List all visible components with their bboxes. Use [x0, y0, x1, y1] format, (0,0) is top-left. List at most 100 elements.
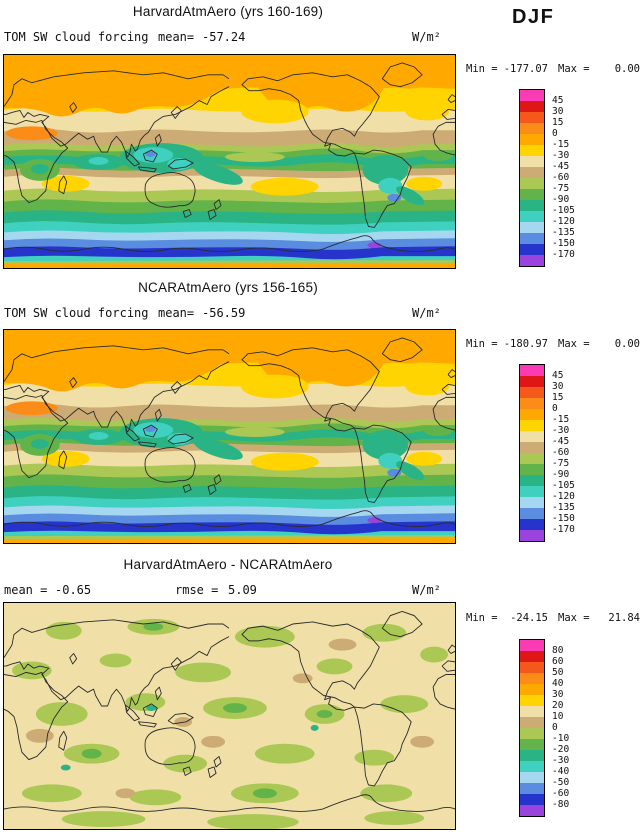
- colorbar-tick-label: -30: [552, 150, 570, 161]
- colorbar-segment: [520, 145, 544, 156]
- colorbar-tick-label: 0: [552, 128, 558, 139]
- colorbar-segment: [520, 717, 544, 728]
- colorbar-swatches: [519, 89, 545, 267]
- rmse-value: 5.09: [228, 583, 257, 597]
- colorbar-segment: [520, 244, 544, 255]
- colorbar-tick-label: -150: [552, 238, 575, 249]
- colorbar-tick-label: -105: [552, 480, 575, 491]
- colorbar-segment: [520, 728, 544, 739]
- min-label: Min =: [466, 63, 498, 75]
- mean-value: -56.59: [202, 306, 246, 320]
- colorbar-harvard: 45 30 15 0 -15 -30 -45 -60 -75 -90 -105 -120 -135 -15…: [519, 89, 603, 267]
- colorbar-tick-label: -30: [552, 425, 570, 436]
- colorbar-segment: [520, 673, 544, 684]
- colorbar-segment: [520, 530, 544, 541]
- field-label: TOM SW cloud forcing: [4, 30, 149, 44]
- colorbar-tick-label: -150: [552, 513, 575, 524]
- colorbar-segment: [520, 706, 544, 717]
- colorbar-segment: [520, 464, 544, 475]
- colorbar-tick-label: -105: [552, 205, 575, 216]
- colorbar-segment: [520, 761, 544, 772]
- colorbar-segment: [520, 387, 544, 398]
- colorbar-segment: [520, 409, 544, 420]
- min-label: Min =: [466, 612, 498, 624]
- minmax-row-harvard: Min = -177.07 Max = 0.00: [466, 63, 644, 77]
- colorbar-segment: [520, 167, 544, 178]
- colorbar-tick-label: -60: [552, 447, 570, 458]
- map-contour-art: [4, 330, 455, 543]
- colorbar-tick-label: 80: [552, 645, 564, 656]
- panel-title-harvard: HarvardAtmAero (yrs 160-169): [132, 4, 324, 19]
- colorbar-segment: [520, 420, 544, 431]
- map-difference: [3, 602, 456, 830]
- colorbar-swatches: [519, 364, 545, 542]
- max-value: 21.84: [608, 612, 640, 624]
- colorbar-tick-label: 10: [552, 711, 564, 722]
- colorbar-tick-label: 60: [552, 656, 564, 667]
- colorbar-tick-label: 30: [552, 689, 564, 700]
- colorbar-segment: [520, 365, 544, 376]
- colorbar-segment: [520, 255, 544, 266]
- mean-label: mean =: [4, 583, 48, 597]
- stats-row-ncar: TOM SW cloud forcing mean= -56.59 W/m²: [0, 306, 460, 322]
- colorbar-segment: [520, 695, 544, 706]
- colorbar-tick-labels: 80 60 50 40 30 20 10 0 -10 -20 -30 -40 -50 -60 -80: [552, 640, 596, 816]
- colorbar-tick-label: 45: [552, 370, 564, 381]
- min-value: -24.15: [510, 612, 548, 624]
- colorbar-tick-label: -50: [552, 777, 570, 788]
- colorbar-segment: [520, 662, 544, 673]
- max-value: 0.00: [614, 338, 640, 350]
- colorbar-tick-label: -135: [552, 502, 575, 513]
- mean-value: -0.65: [55, 583, 92, 597]
- colorbar-tick-label: 30: [552, 106, 564, 117]
- colorbar-tick-label: 0: [552, 403, 558, 414]
- colorbar-segment: [520, 475, 544, 486]
- colorbar-tick-label: 15: [552, 392, 564, 403]
- colorbar-segment: [520, 772, 544, 783]
- colorbar-segment: [520, 739, 544, 750]
- colorbar-tick-labels: 45 30 15 0 -15 -30 -45 -60 -75 -90 -105 -120 -135 -15…: [552, 365, 596, 541]
- colorbar-segment: [520, 376, 544, 387]
- colorbar-tick-label: -75: [552, 458, 570, 469]
- map-contour-art: [4, 603, 455, 829]
- colorbar-segment: [520, 112, 544, 123]
- colorbar-segment: [520, 497, 544, 508]
- colorbar-tick-label: -135: [552, 227, 575, 238]
- colorbar-tick-label: -60: [552, 788, 570, 799]
- units-label: W/m²: [412, 306, 441, 320]
- colorbar-segment: [520, 442, 544, 453]
- colorbar-segment: [520, 156, 544, 167]
- max-label: Max =: [558, 612, 590, 624]
- colorbar-tick-label: -15: [552, 414, 570, 425]
- colorbar-segment: [520, 222, 544, 233]
- colorbar-swatches: [519, 639, 545, 817]
- colorbar-ncar: 45 30 15 0 -15 -30 -45 -60 -75 -90 -105 -120 -135 -15…: [519, 364, 603, 542]
- colorbar-tick-label: 50: [552, 667, 564, 678]
- mean-label: mean=: [158, 30, 195, 44]
- colorbar-segment: [520, 398, 544, 409]
- colorbar-segment: [520, 189, 544, 200]
- colorbar-tick-label: -75: [552, 183, 570, 194]
- colorbar-tick-label: 20: [552, 700, 564, 711]
- colorbar-tick-label: -120: [552, 491, 575, 502]
- colorbar-tick-label: 45: [552, 95, 564, 106]
- min-value: -180.97: [503, 338, 548, 350]
- min-label: Min =: [466, 338, 498, 350]
- stats-row-difference: mean = -0.65 rmse = 5.09 W/m²: [0, 583, 460, 599]
- colorbar-tick-label: -10: [552, 733, 570, 744]
- colorbar-segment: [520, 508, 544, 519]
- colorbar-tick-label: -80: [552, 799, 570, 810]
- colorbar-segment: [520, 233, 544, 244]
- colorbar-segment: [520, 200, 544, 211]
- map-harvard: [3, 54, 456, 269]
- colorbar-tick-label: -45: [552, 161, 570, 172]
- panel-title-difference: HarvardAtmAero - NCARAtmAero: [123, 557, 333, 572]
- colorbar-tick-label: 15: [552, 117, 564, 128]
- units-label: W/m²: [412, 583, 441, 597]
- colorbar-segment: [520, 486, 544, 497]
- max-label: Max =: [558, 338, 590, 350]
- colorbar-segment: [520, 431, 544, 442]
- mean-value: -57.24: [202, 30, 246, 44]
- colorbar-segment: [520, 134, 544, 145]
